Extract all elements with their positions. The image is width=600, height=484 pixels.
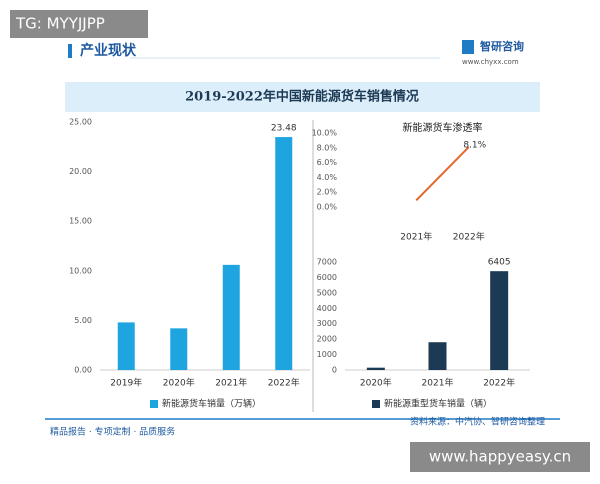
x-tick-label: 2022年: [483, 377, 515, 389]
y-tick-label: 0.00: [74, 366, 92, 375]
x-tick-label: 2021年: [400, 231, 432, 243]
bar: [366, 367, 385, 370]
footer-source: 资料来源：中汽协、智研咨询整理: [410, 416, 545, 428]
watermark-bottom: www.happyeasy.cn: [429, 448, 571, 466]
value-label: 6405: [488, 258, 511, 268]
bar: [275, 137, 293, 370]
y-tick-label: 10.0%: [312, 129, 338, 138]
x-tick-label: 2021年: [422, 377, 454, 389]
banner-title: 2019-2022年中国新能源货车销售情况: [185, 89, 419, 105]
x-tick-label: 2020年: [360, 377, 392, 389]
line: [415, 146, 470, 202]
legend-marker: [150, 400, 158, 408]
section-title: 产业现状: [80, 42, 137, 59]
watermark-box: [10, 10, 148, 38]
x-tick-label: 2020年: [163, 377, 195, 389]
y-tick-label: 20.00: [69, 167, 92, 176]
y-tick-label: 7000: [317, 258, 337, 267]
x-tick-label: 2019年: [110, 377, 142, 389]
y-tick-label: 0.0%: [317, 203, 338, 212]
watermark-top: TG: MYYJJPP: [15, 15, 105, 33]
value-label: 8.1%: [463, 141, 486, 151]
value-label: 23.48: [271, 124, 297, 134]
y-tick-label: 2.0%: [317, 188, 338, 197]
bar: [117, 322, 135, 370]
x-tick-label: 2021年: [215, 377, 247, 389]
y-tick-label: 8.0%: [317, 143, 338, 152]
bar: [222, 264, 240, 370]
y-tick-label: 4.0%: [317, 173, 338, 182]
legend-marker: [372, 400, 380, 408]
y-tick-label: 6000: [317, 273, 337, 282]
footer-slogan: 精品报告 · 专项定制 · 品质服务: [50, 426, 175, 438]
brand: 智研咨询: [480, 39, 524, 53]
x-tick-label: 2022年: [268, 377, 300, 389]
banner: [65, 82, 540, 112]
y-tick-label: 0: [332, 366, 337, 375]
section-icon: [68, 44, 72, 58]
bar: [490, 271, 509, 370]
y-tick-label: 2000: [317, 335, 337, 344]
x-tick-label: 2022年: [453, 231, 485, 243]
y-tick-label: 6.0%: [317, 158, 338, 167]
y-tick-label: 15.00: [69, 217, 92, 226]
legend-label: 新能源货车销量（万辆）: [162, 398, 261, 410]
y-tick-label: 5000: [317, 288, 337, 297]
y-tick-label: 3000: [317, 319, 337, 328]
y-tick-label: 5.00: [74, 316, 92, 325]
brand-logo: [462, 40, 474, 54]
legend-label: 新能源重型货车销量（辆）: [384, 398, 492, 410]
y-tick-label: 4000: [317, 304, 337, 313]
chart-title: 新能源货车渗透率: [403, 121, 483, 134]
bar: [170, 328, 188, 370]
y-tick-label: 10.00: [69, 266, 92, 275]
y-tick-label: 25.00: [69, 118, 92, 127]
y-tick-label: 1000: [317, 350, 337, 359]
watermark-box: [410, 442, 590, 472]
bar: [428, 342, 447, 370]
url: www.chyxx.com: [462, 58, 519, 66]
